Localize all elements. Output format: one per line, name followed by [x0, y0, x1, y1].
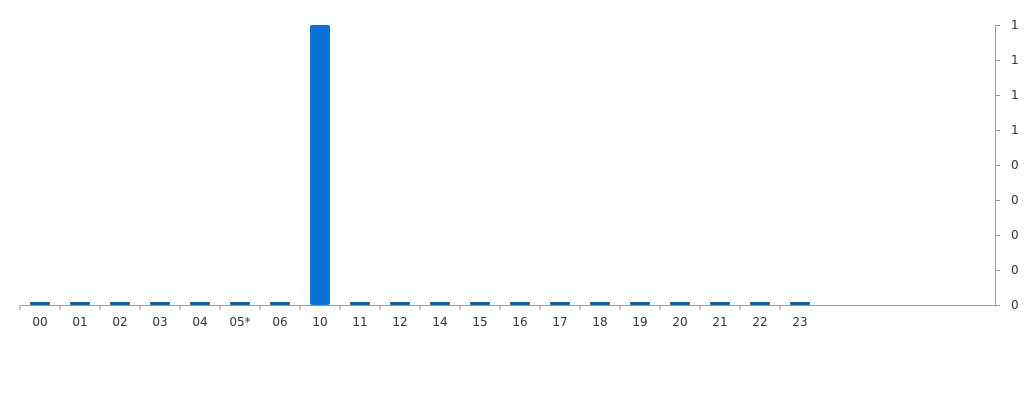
bar-00 — [30, 302, 50, 305]
bar-14 — [430, 302, 450, 305]
y-axis-ticks: 0 0 0 0 0 1 1 1 1 — [995, 18, 1019, 312]
bar-06 — [270, 302, 290, 305]
x-tick-label: 00 — [32, 315, 47, 329]
bar-series — [30, 25, 810, 305]
x-axis-ticks: 00 01 02 03 04 05* 06 10 11 12 14 15 16 17 18 19 20 21 22 2… — [19, 305, 808, 329]
x-tick-label: 18 — [592, 315, 607, 329]
bar-02 — [110, 302, 130, 305]
y-tick-label: 0 — [1011, 298, 1019, 312]
x-tick-label: 04 — [192, 315, 207, 329]
bar-11 — [350, 302, 370, 305]
x-tick-label: 11 — [352, 315, 367, 329]
x-tick-label: 17 — [552, 315, 567, 329]
bar-21 — [710, 302, 730, 305]
bar-17 — [550, 302, 570, 305]
y-tick-label: 1 — [1011, 123, 1019, 137]
bar-22 — [750, 302, 770, 305]
x-tick-label: 01 — [72, 315, 87, 329]
y-tick-label: 0 — [1011, 263, 1019, 277]
bar-10 — [310, 25, 330, 305]
x-tick-label: 20 — [672, 315, 687, 329]
x-tick-label: 02 — [112, 315, 127, 329]
x-tick-label: 22 — [752, 315, 767, 329]
bar-12 — [390, 302, 410, 305]
x-tick-label: 12 — [392, 315, 407, 329]
x-tick-label: 10 — [312, 315, 327, 329]
bar-20 — [670, 302, 690, 305]
bar-19 — [630, 302, 650, 305]
y-tick-label: 0 — [1011, 228, 1019, 242]
x-tick-label: 06 — [272, 315, 287, 329]
x-tick-label: 19 — [632, 315, 647, 329]
bar-03 — [150, 302, 170, 305]
x-tick-label: 03 — [152, 315, 167, 329]
x-tick-label: 16 — [512, 315, 527, 329]
x-tick-label: 14 — [432, 315, 447, 329]
x-tick-label: 05* — [229, 315, 250, 329]
bar-18 — [590, 302, 610, 305]
y-tick-label: 0 — [1011, 158, 1019, 172]
bar-04 — [190, 302, 210, 305]
bar-15 — [470, 302, 490, 305]
bar-05star — [230, 302, 250, 305]
y-tick-label: 1 — [1011, 53, 1019, 67]
y-tick-label: 0 — [1011, 193, 1019, 207]
x-tick-label: 23 — [792, 315, 807, 329]
bar-23 — [790, 302, 810, 305]
x-tick-label: 15 — [472, 315, 487, 329]
bar-16 — [510, 302, 530, 305]
x-tick-label: 21 — [712, 315, 727, 329]
y-tick-label: 1 — [1011, 18, 1019, 32]
bar-01 — [70, 302, 90, 305]
y-tick-label: 1 — [1011, 88, 1019, 102]
